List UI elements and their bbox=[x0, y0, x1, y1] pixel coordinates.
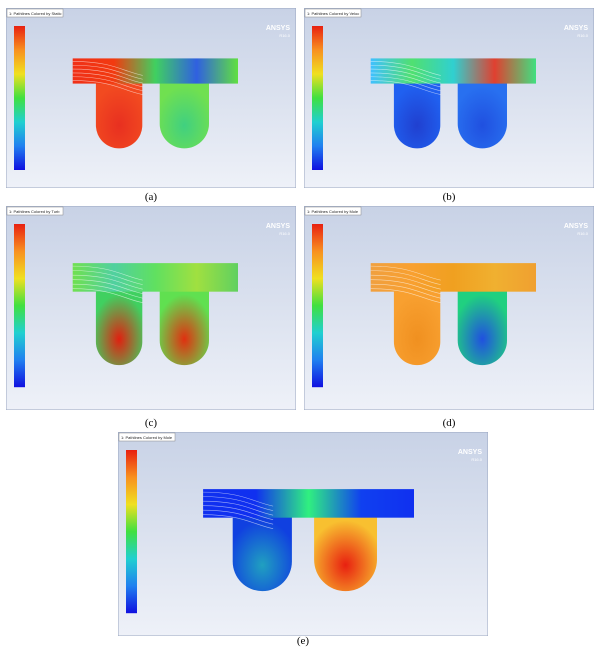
brand: ANSYS bbox=[458, 449, 482, 456]
version: R16.0 bbox=[471, 457, 482, 462]
version: R16.0 bbox=[577, 33, 588, 38]
colorbar bbox=[312, 26, 323, 170]
pocket bbox=[96, 291, 142, 365]
pocket bbox=[394, 291, 440, 365]
channel bbox=[73, 58, 238, 83]
channel bbox=[73, 263, 238, 292]
background bbox=[304, 8, 594, 188]
background bbox=[304, 206, 594, 410]
brand: ANSYS bbox=[564, 25, 588, 32]
channel bbox=[371, 263, 536, 292]
caption: (d) bbox=[304, 417, 594, 429]
colorbar bbox=[312, 224, 323, 387]
caption: (a) bbox=[6, 191, 296, 203]
colorbar bbox=[126, 450, 137, 613]
dropdown-label: 1: Pathlines Colored by Turb bbox=[9, 209, 60, 214]
pocket bbox=[314, 517, 377, 591]
caption: (e) bbox=[118, 635, 488, 647]
brand: ANSYS bbox=[266, 223, 290, 230]
pocket bbox=[160, 83, 209, 149]
channel bbox=[371, 58, 536, 83]
colorbar bbox=[14, 26, 25, 170]
pocket bbox=[458, 291, 507, 365]
background bbox=[6, 8, 296, 188]
pocket bbox=[233, 517, 292, 591]
dropdown-label: 1: Pathlines Colored by Static bbox=[9, 11, 61, 16]
version: R16.0 bbox=[577, 231, 588, 236]
version: R16.0 bbox=[279, 33, 290, 38]
dropdown-label: 1: Pathlines Colored by Mole bbox=[121, 435, 173, 440]
pocket bbox=[458, 83, 507, 149]
caption: (b) bbox=[304, 191, 594, 203]
dropdown-label: 1: Pathlines Colored by Mole bbox=[307, 209, 359, 214]
brand: ANSYS bbox=[564, 223, 588, 230]
channel bbox=[203, 489, 414, 518]
brand: ANSYS bbox=[266, 25, 290, 32]
pocket bbox=[160, 291, 209, 365]
colorbar bbox=[14, 224, 25, 387]
figure: 1: Pathlines Colored by StaticANSYSR16.0… bbox=[0, 0, 594, 652]
background bbox=[118, 432, 488, 636]
caption: (c) bbox=[6, 417, 296, 429]
version: R16.0 bbox=[279, 231, 290, 236]
background bbox=[6, 206, 296, 410]
dropdown-label: 1: Pathlines Colored by Veloc bbox=[307, 11, 359, 16]
